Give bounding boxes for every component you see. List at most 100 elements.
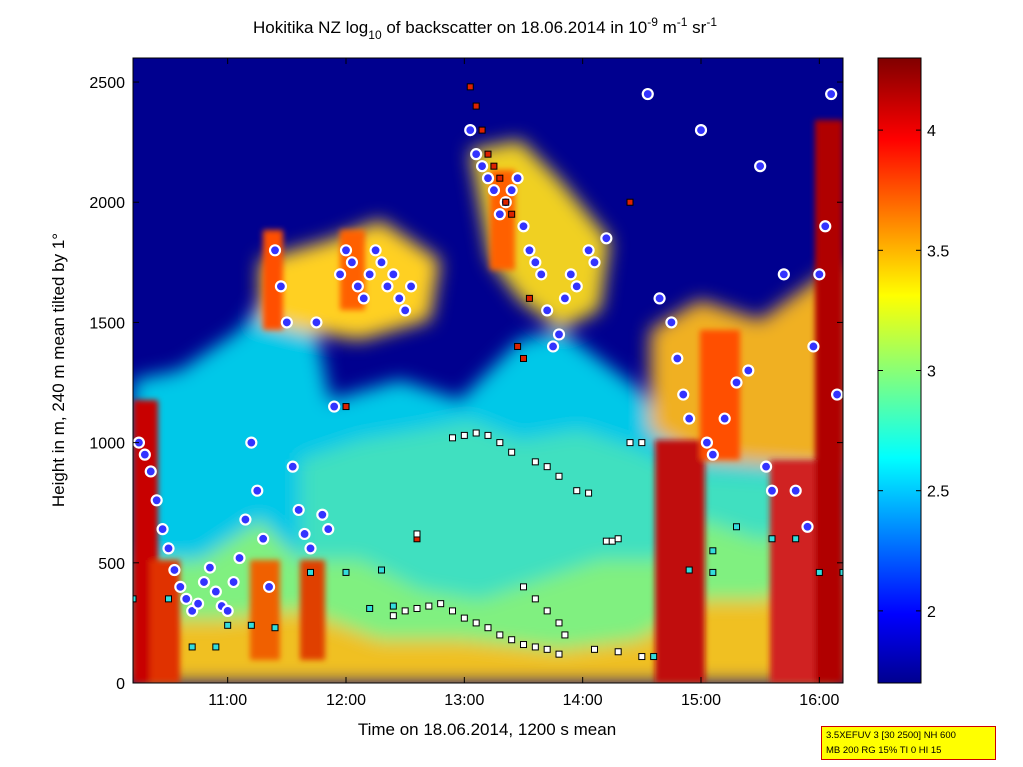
colorbar xyxy=(877,57,922,684)
cloud-base-point xyxy=(227,575,240,589)
layer-point xyxy=(389,602,397,610)
y-tick-label: 500 xyxy=(98,556,125,573)
cloud-base-point xyxy=(641,87,654,101)
cloud-base-point xyxy=(221,604,234,617)
cloud-base-point xyxy=(464,124,477,137)
cloud-base-point xyxy=(144,465,157,478)
layer-point xyxy=(247,621,255,629)
cloud-base-point xyxy=(777,268,790,281)
cloud-base-point xyxy=(677,388,690,401)
cloud-base-point xyxy=(138,448,151,461)
layer-point xyxy=(585,489,593,497)
x-tick-label: 13:00 xyxy=(444,692,484,709)
cloud-base-point xyxy=(387,268,400,281)
layer-point xyxy=(531,595,539,603)
layer-point xyxy=(437,600,445,608)
colorbar-tick-label: 2 xyxy=(927,604,936,621)
layer-point xyxy=(188,643,196,651)
cloud-base-point xyxy=(274,280,288,293)
layer-point xyxy=(638,653,646,661)
layer-point xyxy=(626,439,634,447)
y-tick-label: 1500 xyxy=(89,315,125,332)
layer-point xyxy=(478,126,486,134)
cloud-base-point xyxy=(754,160,767,173)
layer-point xyxy=(839,568,843,576)
layer-point xyxy=(378,566,385,574)
cloud-base-point xyxy=(683,412,696,425)
cloud-base-point xyxy=(505,184,518,197)
layer-point xyxy=(531,458,539,466)
layer-point xyxy=(543,607,551,615)
cloud-base-point xyxy=(742,364,755,377)
cloud-base-point xyxy=(789,484,802,497)
layer-point xyxy=(555,472,563,480)
cloud-base-point xyxy=(174,580,187,593)
layer-point xyxy=(496,631,504,639)
layer-point xyxy=(449,607,456,615)
cloud-base-point xyxy=(570,280,583,293)
layer-point xyxy=(520,354,527,362)
layer-point xyxy=(496,439,504,447)
layer-point xyxy=(709,568,717,576)
layer-point xyxy=(638,439,646,447)
cloud-base-point xyxy=(759,460,773,473)
cloud-base-point xyxy=(813,268,826,281)
layer-point xyxy=(449,434,456,442)
cloud-base-point xyxy=(819,220,832,233)
layer-point xyxy=(484,150,492,158)
layer-point xyxy=(413,530,421,538)
layer-point xyxy=(472,619,480,627)
y-tick-label: 2000 xyxy=(89,195,125,212)
layer-point xyxy=(366,604,374,612)
cloud-base-point xyxy=(357,292,370,305)
cloud-base-point xyxy=(582,244,595,257)
layer-point xyxy=(508,636,516,644)
cloud-base-point xyxy=(481,172,495,185)
cloud-base-point xyxy=(363,268,376,281)
cloud-base-point xyxy=(304,542,317,555)
layer-point xyxy=(401,607,409,615)
layer-point xyxy=(307,568,314,576)
cloud-base-point xyxy=(345,256,359,269)
layer-point xyxy=(514,342,522,350)
layer-point xyxy=(543,645,551,653)
cloud-base-point xyxy=(718,412,731,425)
layer-point xyxy=(508,210,516,218)
layer-point xyxy=(165,595,172,603)
cloud-base-point xyxy=(298,527,311,541)
colorbar-tick-label: 3 xyxy=(927,364,936,381)
cloud-detection-points xyxy=(133,83,843,661)
info-line-2: MB 200 RG 15% TI 0 HI 15 xyxy=(826,745,942,756)
cloud-base-point xyxy=(765,484,779,497)
layer-point xyxy=(543,463,551,471)
cloud-base-point xyxy=(694,124,708,137)
cloud-base-point xyxy=(369,244,382,257)
cloud-base-point xyxy=(399,304,412,317)
cloud-base-point xyxy=(209,585,222,598)
cloud-base-point xyxy=(191,597,205,610)
cloud-base-point xyxy=(262,580,276,593)
cloud-base-point xyxy=(375,256,388,269)
cloud-base-point xyxy=(564,268,577,281)
layer-point xyxy=(685,566,693,574)
x-tick-label: 12:00 xyxy=(326,692,366,709)
cloud-base-point xyxy=(671,352,684,365)
layer-point xyxy=(520,641,527,649)
layer-point xyxy=(815,568,823,576)
cloud-base-point xyxy=(251,484,264,497)
cloud-base-point xyxy=(600,232,613,245)
layer-point xyxy=(626,198,634,206)
x-tick-label: 16:00 xyxy=(799,692,839,709)
cloud-base-point xyxy=(180,592,193,605)
colorbar-tick-label: 3.5 xyxy=(927,243,949,260)
cloud-base-point xyxy=(541,304,554,317)
cloud-base-point xyxy=(801,520,814,533)
layer-point xyxy=(555,650,563,658)
cloud-base-point xyxy=(322,523,335,536)
colorbar-axis: 2 2.5 3 3.5 4 xyxy=(878,123,949,621)
layer-point xyxy=(602,537,610,545)
layer-point xyxy=(342,568,350,576)
x-tick-label: 15:00 xyxy=(681,692,721,709)
cloud-base-point xyxy=(268,244,282,257)
